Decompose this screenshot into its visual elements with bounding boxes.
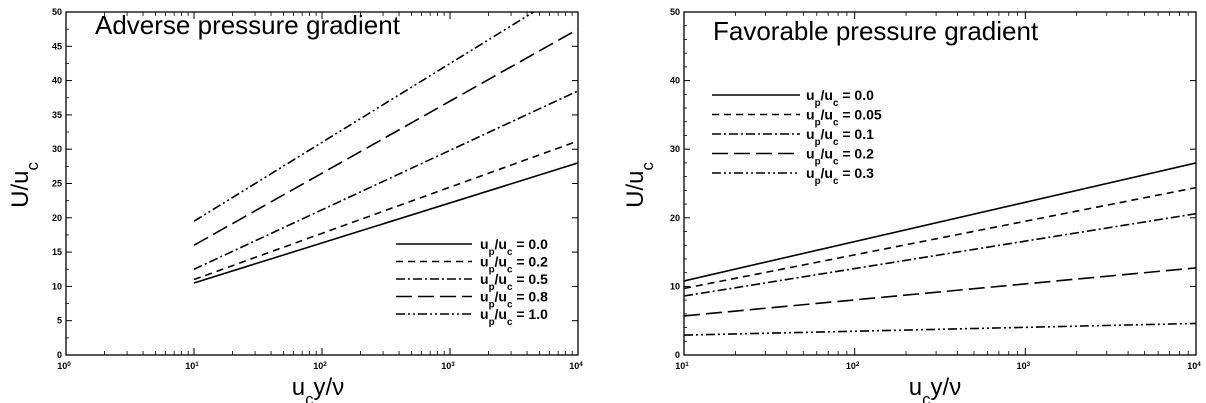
series-line-4	[193, 28, 578, 246]
x-tick-label: 101	[185, 361, 199, 372]
legend-label-2: up/uc = 0.05	[806, 107, 882, 129]
y-tick-label: 0	[675, 350, 680, 360]
y-tick-label: 45	[52, 41, 62, 51]
y-tick-label: 10	[52, 281, 62, 291]
y-tick-label: 40	[52, 76, 62, 86]
series-line-3	[193, 90, 578, 270]
x-tick-label: 104	[1187, 361, 1201, 372]
x-tick-label: 103	[1017, 361, 1031, 372]
x-tick-label: 102	[313, 361, 327, 372]
y-axis-label: U/uc	[7, 162, 42, 208]
y-tick-label: 40	[670, 76, 680, 86]
legend: up/uc = 0.0up/uc = 0.2up/uc = 0.5up/uc =…	[396, 236, 548, 328]
panel-title: Favorable pressure gradient	[713, 16, 1039, 46]
y-tick-label: 50	[670, 7, 680, 17]
y-tick-label: 5	[57, 316, 62, 326]
y-tick-label: 20	[670, 213, 680, 223]
y-tick-label: 35	[52, 110, 62, 120]
y-tick-label: 30	[670, 144, 680, 154]
x-tick-label: 100	[57, 361, 71, 372]
y-axis-label: U/uc	[622, 162, 657, 208]
y-tick-label: 25	[52, 179, 62, 189]
chart-panel-1: 0 5 10 15 20 25 30 35 40 45 50 100 101 102 103 104 up/uc…	[7, 7, 583, 403]
legend-label-3: up/uc = 0.1	[806, 126, 874, 148]
legend-label-4: up/uc = 0.8	[480, 289, 548, 311]
y-tick-label: 0	[57, 350, 62, 360]
panel-title: Adverse pressure gradient	[95, 10, 401, 40]
y-tick-label: 10	[670, 281, 680, 291]
legend-label-2: up/uc = 0.2	[480, 254, 548, 276]
series-line-5	[193, 12, 535, 222]
x-axis-label: ucy/ν	[909, 374, 961, 403]
legend-label-5: up/uc = 1.0	[480, 306, 548, 328]
legend-label-5: up/uc = 0.3	[806, 165, 874, 187]
x-tick-label: 101	[675, 361, 689, 372]
x-tick-label: 104	[569, 361, 583, 372]
x-tick-label: 102	[846, 361, 860, 372]
series-line-3	[684, 212, 1196, 297]
y-tick-label: 20	[52, 213, 62, 223]
y-tick-label: 15	[52, 247, 62, 257]
legend-label-3: up/uc = 0.5	[480, 271, 548, 293]
x-axis-label: ucy/ν	[292, 374, 344, 403]
x-tick-label: 103	[441, 361, 455, 372]
series-line-5	[684, 322, 1196, 336]
y-tick-label: 50	[52, 7, 62, 17]
legend-label-4: up/uc = 0.2	[806, 146, 874, 168]
series-line-2	[684, 186, 1196, 290]
plot-frame	[683, 11, 1197, 356]
series-line-1	[193, 162, 578, 284]
series-line-4	[684, 267, 1196, 317]
legend-label-1: up/uc = 0.0	[480, 236, 548, 258]
y-tick-label: 30	[52, 144, 62, 154]
series-line-2	[193, 140, 578, 281]
series-line-1	[684, 162, 1196, 282]
legend-label-1: up/uc = 0.0	[806, 87, 874, 109]
